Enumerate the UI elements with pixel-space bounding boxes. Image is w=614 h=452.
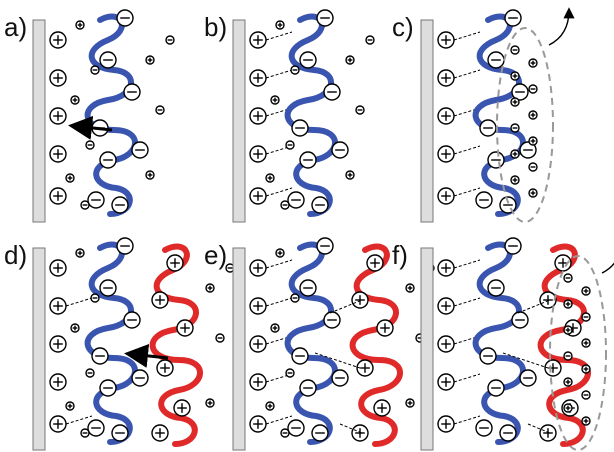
arrow xyxy=(548,7,575,46)
panel: b) xyxy=(204,9,375,223)
bond xyxy=(314,352,361,369)
bond xyxy=(265,187,293,197)
bond xyxy=(453,69,481,79)
panel-label: c) xyxy=(392,12,414,42)
panel-label: e) xyxy=(204,240,227,270)
wall xyxy=(232,19,246,223)
polymer-blue xyxy=(84,241,138,445)
polymer-blue xyxy=(284,241,338,445)
panel-label: b) xyxy=(204,12,227,42)
panel-label: a) xyxy=(4,12,27,42)
bond xyxy=(453,145,481,155)
bond xyxy=(453,415,481,425)
bond xyxy=(453,297,481,307)
arrow xyxy=(124,343,169,368)
polymer-blue xyxy=(284,13,338,217)
wall xyxy=(420,19,434,223)
bond xyxy=(265,297,293,307)
panel-label: f) xyxy=(392,240,408,270)
bond xyxy=(265,259,293,269)
wall xyxy=(32,247,46,451)
bond xyxy=(265,69,293,79)
bond xyxy=(339,423,363,434)
polymer-red xyxy=(537,243,591,447)
bond xyxy=(502,352,549,369)
panel: c) xyxy=(392,7,575,223)
bond xyxy=(265,415,293,425)
polymer-red xyxy=(149,243,203,447)
bond xyxy=(65,297,93,307)
arrow xyxy=(68,115,113,140)
bond xyxy=(265,31,293,41)
panel: e) xyxy=(204,237,435,451)
polymer-blue xyxy=(84,13,138,217)
polymer-blue xyxy=(472,13,526,217)
released-ions xyxy=(496,27,554,223)
bond xyxy=(329,299,363,314)
arrow xyxy=(601,262,614,274)
panel: f) xyxy=(392,237,614,451)
bond xyxy=(453,259,481,269)
panel: a) xyxy=(4,9,175,223)
polymer-red xyxy=(349,243,403,447)
panel: d) xyxy=(4,237,235,451)
wall xyxy=(232,247,246,451)
bond xyxy=(453,187,481,197)
released-ions xyxy=(549,255,607,451)
bond xyxy=(453,31,481,41)
panel-label: d) xyxy=(4,240,27,270)
wall xyxy=(32,19,46,223)
wall xyxy=(420,247,434,451)
bond xyxy=(517,299,551,314)
polymer-blue xyxy=(472,241,526,445)
bond xyxy=(527,423,551,434)
bond xyxy=(453,373,481,383)
bond xyxy=(65,415,93,425)
